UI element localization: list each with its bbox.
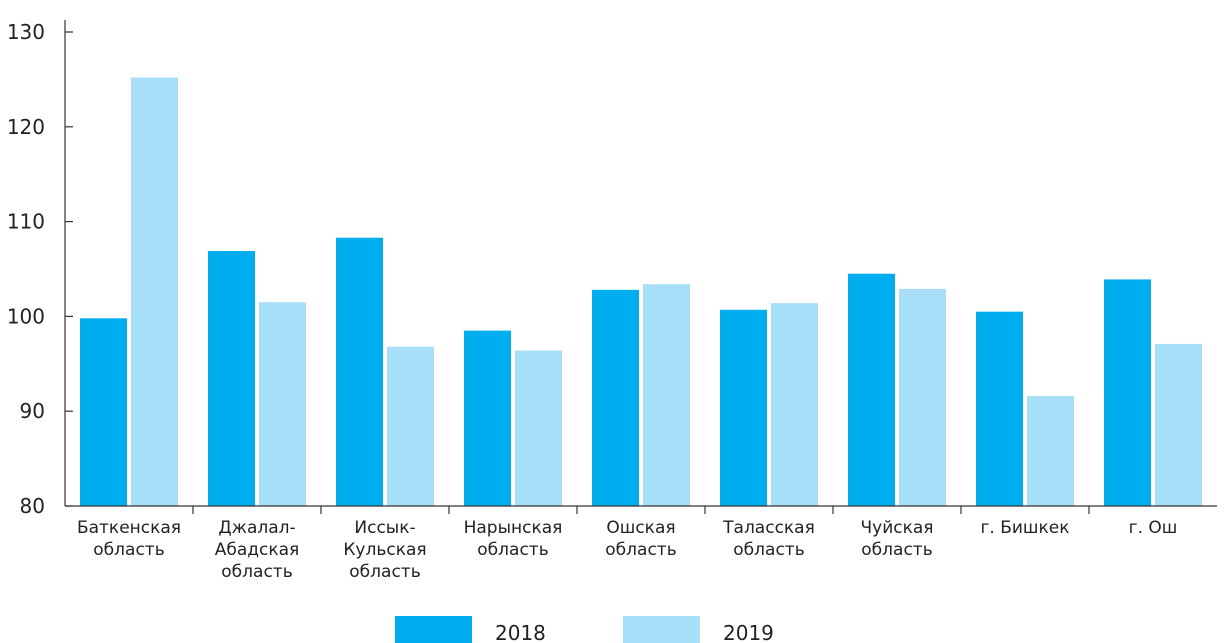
x-category-line: область <box>605 540 676 560</box>
x-category-line: Кульская <box>343 540 426 560</box>
legend: 2018 2019 <box>395 616 774 643</box>
y-tick-label: 120 <box>7 115 45 139</box>
bar-2019-9 <box>1155 343 1202 506</box>
bar-2018-5 <box>592 289 639 506</box>
x-category-line: Таласская <box>722 518 815 538</box>
y-axis: 80 90 100 110 120 130 <box>7 20 73 518</box>
bar-2019-7 <box>899 288 946 506</box>
x-category-label: Джалал-Абадская область <box>215 518 300 582</box>
bar-2018-7 <box>848 273 895 506</box>
x-category-label: г. Бишкек <box>980 518 1069 538</box>
bar-2019-1 <box>131 77 178 506</box>
x-category-label: Иссык-Кульская область <box>343 518 426 582</box>
legend-swatch-2018 <box>395 616 472 643</box>
x-category-label: г. Ош <box>1129 518 1178 538</box>
x-category-line: г. Ош <box>1129 518 1178 538</box>
y-tick-label: 110 <box>7 210 45 234</box>
y-tick-label: 90 <box>20 399 45 423</box>
x-category-line: область <box>861 540 932 560</box>
x-category-label: Таласская область <box>722 518 815 560</box>
bar-2018-1 <box>80 318 127 506</box>
x-category-line: область <box>93 540 164 560</box>
bar-2019-5 <box>643 284 690 506</box>
x-category-line: область <box>733 540 804 560</box>
x-category-line: Абадская <box>215 540 300 560</box>
x-category-line: Баткенская <box>77 518 181 538</box>
bar-2018-6 <box>720 309 767 506</box>
x-category-label: Чуйская область <box>860 518 933 560</box>
x-category-line: Иссык- <box>354 518 415 538</box>
x-category-line: область <box>349 562 420 582</box>
x-category-label: Ошская область <box>605 518 676 560</box>
bar-2019-3 <box>387 346 434 506</box>
bar-2018-4 <box>464 330 511 506</box>
x-category-label: Нарынская область <box>464 518 563 560</box>
y-tick-label: 80 <box>20 494 45 518</box>
x-category-line: г. Бишкек <box>980 518 1069 538</box>
bar-2018-8 <box>976 311 1023 506</box>
x-category-line: область <box>221 562 292 582</box>
bar-2019-6 <box>771 303 818 506</box>
legend-label-2018: 2018 <box>495 621 546 643</box>
y-tick-label: 100 <box>7 304 45 328</box>
bar-2019-4 <box>515 350 562 506</box>
x-category-label: Баткенская область <box>77 518 181 560</box>
bar-2018-9 <box>1104 279 1151 506</box>
x-category-line: область <box>477 540 548 560</box>
legend-label-2019: 2019 <box>723 621 774 643</box>
bar-2018-3 <box>336 237 383 506</box>
legend-swatch-2019 <box>623 616 700 643</box>
x-category-line: Джалал- <box>218 518 295 538</box>
x-category-line: Ошская <box>606 518 675 538</box>
bar-2018-2 <box>208 250 255 506</box>
x-category-line: Нарынская <box>464 518 563 538</box>
bar-2019-2 <box>259 302 306 506</box>
y-tick-label: 130 <box>7 20 45 44</box>
bars <box>80 77 1202 506</box>
x-category-line: Чуйская <box>860 518 933 538</box>
bar-2019-8 <box>1027 396 1074 506</box>
